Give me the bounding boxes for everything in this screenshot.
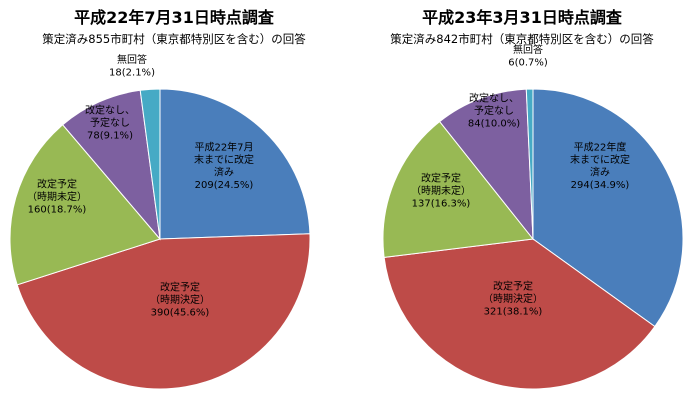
- slice-label: 改定予定（時期決定） 390(45.6%): [150, 281, 210, 319]
- chart-title: 平成22年7月31日時点調査: [74, 8, 274, 27]
- pie-slice: [16, 233, 311, 390]
- slice-category-label: 末までに改定: [570, 153, 630, 166]
- slice-label: 改定予定（時期未定） 137(16.3%): [411, 172, 471, 210]
- pie-slice: [62, 89, 161, 241]
- slice-value-label: 209(24.5%): [195, 180, 254, 191]
- slice-value-label: 321(38.1%): [484, 307, 543, 318]
- slice-category-label: 改定予定: [160, 281, 200, 294]
- slice-category-label: 改定予定: [421, 172, 461, 185]
- slice-value-label: 18(2.1%): [109, 67, 155, 78]
- slice-value-label: 84(10.0%): [468, 119, 520, 130]
- pie-slice: [159, 88, 311, 240]
- slice-category-label: 末までに改定: [194, 153, 254, 166]
- slice-category-label: 予定なし: [90, 116, 130, 129]
- chart-panel-right: 平成23年3月31日時点調査 策定済み842市町村（東京都特別区を含む）の回答 …: [348, 0, 696, 402]
- slice-label: 改定なし、予定なし 84(10.0%): [468, 92, 520, 130]
- slice-category-label: 予定なし: [474, 104, 514, 117]
- slice-value-label: 294(34.9%): [571, 180, 630, 191]
- pie-slice: [139, 88, 161, 240]
- slice-category-label: （時期未定）: [411, 184, 471, 197]
- pie-chart-left: 平成22年7月末までに改定済み209(24.5%)改定予定（時期決定）390(4…: [9, 53, 311, 390]
- pie-slice: [532, 88, 684, 328]
- slice-category-label: （時期未定）: [27, 190, 87, 203]
- slice-category-label: 済み: [214, 165, 234, 178]
- pie-chart-right: 平成22年度末までに改定済み294(34.9%)改定予定（時期決定）321(38…: [382, 43, 684, 390]
- slice-value-label: 137(16.3%): [412, 199, 471, 210]
- slice-category-label: （時期決定）: [150, 293, 210, 306]
- pie-slice: [525, 88, 534, 240]
- slice-value-label: 78(9.1%): [87, 131, 133, 142]
- slice-category-label: （時期決定）: [483, 292, 543, 305]
- pie-slice: [382, 120, 534, 258]
- slice-category-label: 改定予定: [493, 280, 533, 293]
- slice-label: 改定予定（時期決定） 321(38.1%): [483, 280, 543, 318]
- slice-value-label: 160(18.7%): [28, 205, 87, 216]
- slice-category-label: 改定なし、: [469, 92, 519, 105]
- chart-subtitle: 策定済み842市町村（東京都特別区を含む）の回答: [390, 32, 654, 46]
- slice-category-label: 平成22年度: [574, 140, 627, 153]
- slice-category-label: 済み: [590, 165, 610, 178]
- slice-category-label: 無回答: [513, 43, 543, 56]
- slice-category-label: 改定予定: [37, 178, 77, 191]
- slice-value-label: 6(0.7%): [508, 57, 548, 68]
- chart-subtitle: 策定済み855市町村（東京都特別区を含む）の回答: [42, 32, 306, 46]
- slice-category-label: 改定なし、: [85, 104, 135, 117]
- pie-slice: [383, 238, 656, 390]
- slice-label: 改定なし、予定なし 78(9.1%): [85, 104, 135, 142]
- slice-category-label: 平成22年7月: [194, 140, 253, 153]
- slice-value-label: 390(45.6%): [151, 308, 210, 319]
- chart-title: 平成23年3月31日時点調査: [422, 8, 622, 27]
- pie-slice: [9, 124, 161, 286]
- slice-category-label: 無回答: [117, 53, 147, 66]
- slice-label: 改定予定（時期未定） 160(18.7%): [27, 178, 87, 216]
- pie-slice: [438, 88, 534, 241]
- chart-panel-left: 平成22年7月31日時点調査 策定済み855市町村（東京都特別区を含む）の回答 …: [9, 8, 311, 390]
